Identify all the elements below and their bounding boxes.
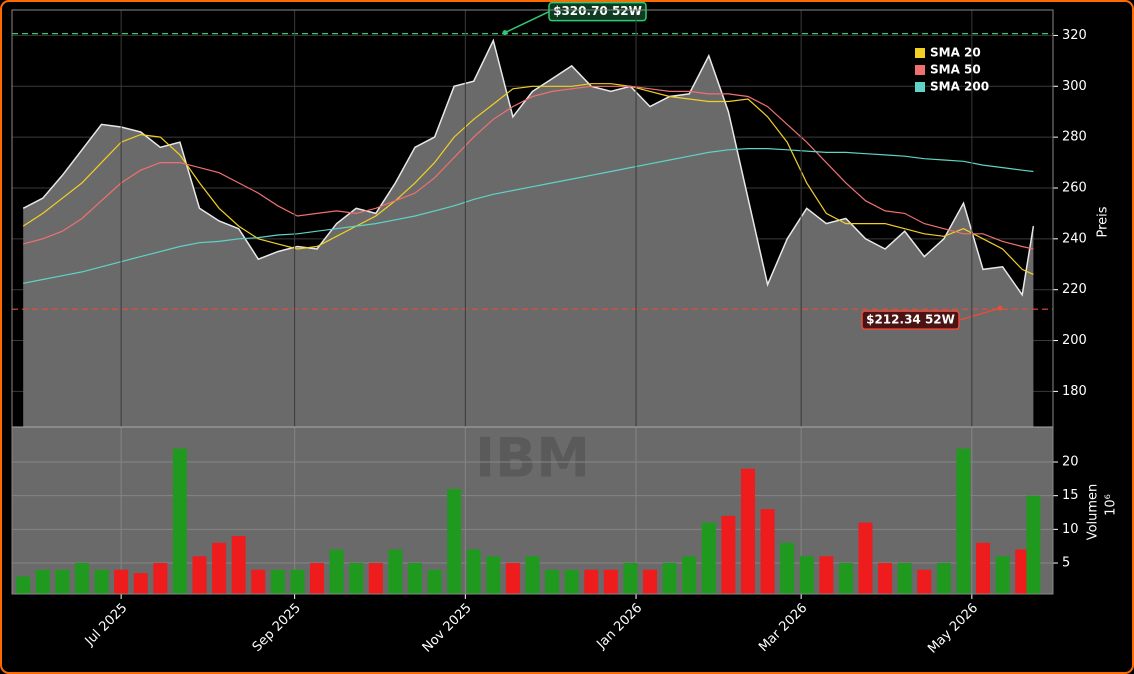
volume-bar <box>740 468 755 594</box>
volume-bar <box>976 542 991 594</box>
volume-bar <box>780 542 795 594</box>
volume-bar <box>447 488 462 594</box>
volume-bar <box>153 563 168 594</box>
volume-bar <box>329 549 344 594</box>
volume-bar <box>603 569 618 594</box>
y-tick-label: 220 <box>1062 282 1087 297</box>
volume-bar <box>701 522 716 594</box>
plot-border <box>11 9 1054 595</box>
volume-bar <box>662 563 677 594</box>
volume-bar <box>407 563 422 594</box>
volume-bar <box>917 569 932 594</box>
y-tick-label: 300 <box>1062 79 1087 94</box>
volume-bar <box>94 569 109 594</box>
watermark: IBM <box>475 427 590 490</box>
legend-label: SMA 20 <box>930 46 981 60</box>
sma-line <box>23 85 1034 250</box>
volume-bar <box>114 569 129 594</box>
volume-bar <box>505 563 520 594</box>
volume-bar <box>172 448 187 594</box>
annotation-arrow <box>958 307 1001 321</box>
y-axis-exponent: 10⁶ <box>1104 494 1119 516</box>
annotation-label: $212.34 52W <box>866 313 955 327</box>
volume-bar <box>1026 495 1041 594</box>
volume-bar <box>721 515 736 594</box>
y-axis-label: Volumen <box>1086 484 1101 541</box>
y-tick-label: 240 <box>1062 231 1087 246</box>
volume-bar <box>270 569 285 594</box>
volume-bar <box>74 563 89 594</box>
price-area <box>23 40 1034 427</box>
volume-bar <box>897 563 912 594</box>
volume-bar <box>388 549 403 594</box>
volume-bar <box>858 522 873 594</box>
legend-label: SMA 200 <box>930 80 989 94</box>
volume-bar <box>251 569 266 594</box>
y-tick-label: 10 <box>1062 522 1079 537</box>
volume-bar <box>486 556 501 594</box>
volume-bar <box>564 569 579 594</box>
annotation-arrowhead <box>502 30 508 36</box>
volume-bar <box>956 448 971 594</box>
legend-label: SMA 50 <box>930 63 981 77</box>
volume-bar <box>819 556 834 594</box>
sma-line <box>22 83 1034 275</box>
annotation-arrow <box>504 10 550 34</box>
volume-bar <box>368 563 383 594</box>
volume-bar <box>310 563 325 594</box>
annotation-label: $320.70 52W <box>553 4 642 18</box>
y-tick-label: 280 <box>1062 130 1087 145</box>
price-line <box>22 38 1035 297</box>
volume-bar <box>936 563 951 594</box>
volume-bar <box>290 569 305 594</box>
volume-bar <box>133 573 148 594</box>
y-axis-label: Preis <box>1096 206 1111 237</box>
volume-bar <box>231 536 246 594</box>
volume-bar <box>878 563 893 594</box>
volume-bar <box>427 569 442 594</box>
y-tick-label: 15 <box>1062 488 1079 503</box>
y-tick-label: 260 <box>1062 180 1087 195</box>
volume-bar <box>525 556 540 594</box>
volume-bar <box>212 542 227 594</box>
volume-bar <box>55 569 70 594</box>
volume-bar <box>838 563 853 594</box>
volume-bar <box>643 569 658 594</box>
volume-bar <box>545 569 560 594</box>
volume-bar <box>35 569 50 594</box>
legend-swatch <box>915 48 925 58</box>
legend-swatch <box>915 65 925 75</box>
volume-bar <box>192 556 207 594</box>
volume-bar <box>760 509 775 594</box>
volume-bar <box>584 569 599 594</box>
volume-bar <box>16 576 31 594</box>
volume-bar <box>466 549 481 594</box>
volume-bar <box>799 556 814 594</box>
y-tick-label: 200 <box>1062 333 1087 348</box>
volume-bar <box>349 563 364 594</box>
volume-bar <box>623 563 638 594</box>
y-tick-label: 180 <box>1062 384 1087 399</box>
y-tick-label: 5 <box>1062 556 1070 571</box>
y-tick-label: 20 <box>1062 455 1079 470</box>
volume-bar <box>1015 549 1030 594</box>
annotation-arrowhead <box>997 305 1003 311</box>
legend-swatch <box>915 82 925 92</box>
volume-bar <box>682 556 697 594</box>
y-tick-label: 320 <box>1062 28 1087 43</box>
volume-bar <box>995 556 1010 594</box>
sma-line <box>23 148 1034 284</box>
